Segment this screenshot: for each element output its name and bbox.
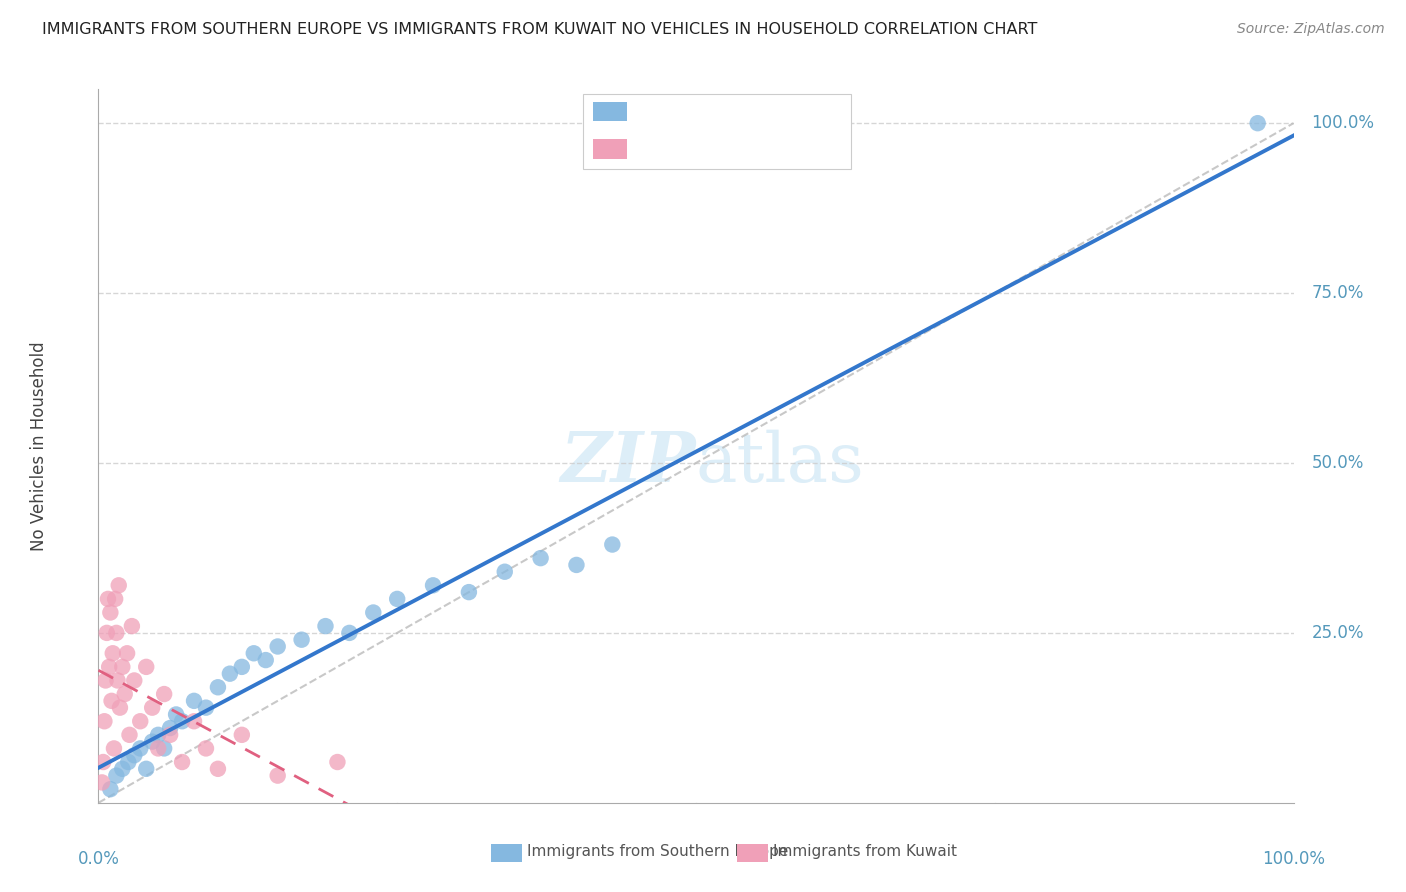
Point — [115, 646, 138, 660]
Point — [267, 640, 290, 654]
Text: 25.0%: 25.0% — [1312, 624, 1364, 642]
Point — [129, 714, 152, 729]
Point — [108, 700, 131, 714]
Point — [267, 769, 290, 783]
Text: atlas: atlas — [696, 430, 865, 496]
Point — [159, 721, 181, 735]
Point — [100, 694, 122, 708]
Point — [159, 728, 181, 742]
Point — [111, 762, 134, 776]
Point — [172, 755, 194, 769]
Point — [148, 728, 170, 742]
Point — [101, 646, 124, 660]
Text: ZIP: ZIP — [561, 429, 696, 497]
Text: R = 0.871: R = 0.871 — [634, 102, 717, 120]
Point — [153, 687, 176, 701]
Point — [118, 728, 141, 742]
Text: R = 0.192: R = 0.192 — [634, 139, 717, 157]
Point — [98, 782, 122, 797]
Point — [103, 741, 125, 756]
Point — [529, 551, 551, 566]
Point — [254, 653, 277, 667]
Text: 75.0%: 75.0% — [1312, 284, 1364, 302]
Text: IMMIGRANTS FROM SOUTHERN EUROPE VS IMMIGRANTS FROM KUWAIT NO VEHICLES IN HOUSEHO: IMMIGRANTS FROM SOUTHERN EUROPE VS IMMIG… — [42, 22, 1038, 37]
Point — [494, 565, 516, 579]
Text: 0.0%: 0.0% — [77, 850, 120, 869]
Point — [242, 646, 264, 660]
Point — [117, 755, 139, 769]
Point — [135, 762, 157, 776]
Point — [124, 748, 146, 763]
Point — [231, 728, 253, 742]
Text: 100.0%: 100.0% — [1263, 850, 1324, 869]
Point — [148, 741, 170, 756]
Point — [104, 591, 127, 606]
Point — [141, 734, 163, 748]
Point — [172, 714, 194, 729]
Point — [326, 755, 349, 769]
Point — [207, 762, 229, 776]
Text: 100.0%: 100.0% — [1312, 114, 1375, 132]
Point — [153, 741, 176, 756]
Point — [457, 585, 479, 599]
Point — [93, 714, 115, 729]
Text: N = 35: N = 35 — [731, 139, 789, 157]
Point — [98, 660, 121, 674]
Point — [141, 700, 163, 714]
Point — [165, 707, 187, 722]
Point — [94, 673, 117, 688]
Point — [105, 769, 128, 783]
Point — [107, 673, 129, 688]
Point — [111, 660, 134, 674]
Point — [385, 591, 409, 606]
Point — [107, 578, 129, 592]
Point — [1246, 116, 1268, 130]
Point — [315, 619, 337, 633]
Point — [207, 680, 229, 694]
Point — [121, 619, 143, 633]
Text: N = 33: N = 33 — [731, 102, 789, 120]
Point — [219, 666, 242, 681]
Text: No Vehicles in Household: No Vehicles in Household — [30, 341, 48, 551]
Text: 50.0%: 50.0% — [1312, 454, 1364, 472]
Point — [135, 660, 157, 674]
Point — [91, 775, 114, 789]
Point — [231, 660, 253, 674]
Point — [600, 537, 623, 551]
Point — [194, 700, 217, 714]
Text: Source: ZipAtlas.com: Source: ZipAtlas.com — [1237, 22, 1385, 37]
Point — [129, 741, 152, 756]
Point — [337, 626, 360, 640]
Point — [124, 673, 146, 688]
Text: Immigrants from Southern Europe: Immigrants from Southern Europe — [527, 845, 789, 859]
Point — [97, 591, 120, 606]
Point — [183, 694, 205, 708]
Point — [105, 626, 128, 640]
Point — [363, 606, 385, 620]
Point — [98, 606, 122, 620]
Point — [114, 687, 136, 701]
Point — [422, 578, 444, 592]
Point — [96, 626, 118, 640]
Point — [183, 714, 205, 729]
Point — [91, 755, 114, 769]
Point — [290, 632, 312, 647]
Point — [565, 558, 588, 572]
Text: Immigrants from Kuwait: Immigrants from Kuwait — [773, 845, 957, 859]
Point — [194, 741, 217, 756]
